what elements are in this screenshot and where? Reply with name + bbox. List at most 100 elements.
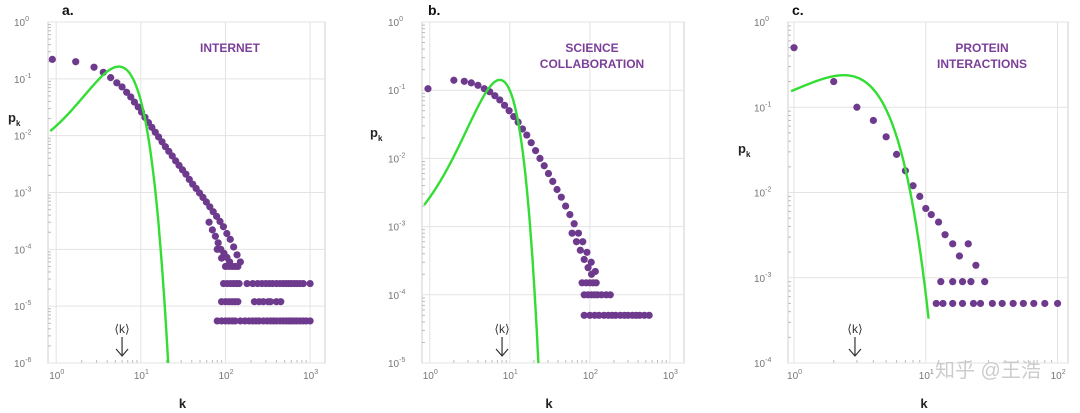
x-tick-label: 100 <box>49 369 64 382</box>
data-point <box>234 298 242 306</box>
data-point <box>579 238 587 246</box>
data-point <box>574 229 583 237</box>
data-point <box>587 270 596 278</box>
y-tick-label: 100 <box>754 16 769 29</box>
data-point <box>882 133 890 141</box>
data-point <box>790 44 798 52</box>
data-point <box>527 139 535 147</box>
network-name-label: COLLABORATION <box>540 57 644 71</box>
data-point <box>972 261 980 269</box>
y-tick-exponent: -2 <box>399 152 405 159</box>
data-point <box>566 210 574 219</box>
x-tick-label: 103 <box>303 369 318 382</box>
data-point <box>48 55 56 63</box>
data-point <box>536 154 544 162</box>
y-axis-label: pk <box>370 125 383 143</box>
x-tick-exponent: 3 <box>674 369 678 376</box>
data-point <box>213 245 221 253</box>
data-point <box>460 77 468 85</box>
x-axis-label: k <box>179 396 187 411</box>
data-point <box>214 239 222 247</box>
y-tick-exponent: 0 <box>399 16 403 23</box>
data-point <box>549 177 557 185</box>
data-point <box>496 96 504 104</box>
data-point <box>205 218 213 226</box>
data-point <box>127 93 135 101</box>
data-point <box>233 251 241 259</box>
data-point <box>424 85 432 93</box>
data-point <box>570 220 578 228</box>
data-point <box>474 81 482 89</box>
y-tick-exponent: -2 <box>25 130 31 137</box>
y-tick-label: 10-2 <box>388 152 405 165</box>
data-point <box>981 278 989 286</box>
mean-k-label: ⟨k⟩ <box>494 322 509 336</box>
x-tick-label: 102 <box>1051 369 1066 382</box>
chart-panel-1: 100 101 102 10310-610-510-410-310-210-1100⟨… <box>8 2 326 411</box>
data-point <box>299 279 307 288</box>
x-tick-exponent: 2 <box>594 369 598 376</box>
data-point <box>645 311 653 319</box>
y-tick-label: 10-5 <box>388 357 405 370</box>
data-point <box>580 311 588 319</box>
data-point <box>217 254 226 262</box>
data-point <box>964 240 972 248</box>
data-point <box>949 299 957 308</box>
data-point <box>467 79 475 87</box>
data-point <box>922 204 930 213</box>
x-tick-label: 100 <box>423 369 438 382</box>
data-point <box>892 150 901 158</box>
data-point <box>1030 299 1038 308</box>
data-point <box>580 255 588 264</box>
x-tick-exponent: 1 <box>930 369 934 376</box>
data-point <box>231 317 239 325</box>
mean-k-arrowhead <box>848 348 862 357</box>
data-point <box>130 98 139 106</box>
y-tick-label: 10-3 <box>754 272 771 285</box>
y-tick-exponent: -1 <box>25 73 31 80</box>
x-tick-exponent: 2 <box>1062 369 1066 376</box>
watermark-text: 知乎 @王浩 <box>935 359 1041 382</box>
y-axis-label: pk <box>738 141 751 159</box>
y-tick-exponent: -5 <box>25 300 31 307</box>
y-axis-label-subscript: k <box>746 150 751 159</box>
data-point <box>505 107 513 115</box>
y-tick-exponent: -1 <box>765 101 771 108</box>
x-tick-label: 102 <box>583 369 598 382</box>
data-point <box>1041 299 1049 308</box>
data-point <box>606 291 614 299</box>
y-tick-label: 10-2 <box>754 187 771 200</box>
panel-letter: c. <box>792 2 804 18</box>
data-point <box>500 101 509 109</box>
x-tick-label: 102 <box>218 369 233 382</box>
x-tick-label: 100 <box>787 369 802 382</box>
x-tick-exponent: 0 <box>60 369 64 376</box>
data-point <box>568 229 576 237</box>
panel-letter: b. <box>428 2 440 18</box>
data-point <box>226 235 234 243</box>
y-tick-exponent: -3 <box>25 187 31 194</box>
y-tick-exponent: -3 <box>765 272 771 279</box>
y-tick-exponent: -1 <box>399 84 405 91</box>
data-point <box>107 74 115 82</box>
x-tick-label: 101 <box>503 369 518 382</box>
y-axis-label: pk <box>8 110 21 128</box>
x-tick-exponent: 3 <box>314 369 318 376</box>
data-point <box>523 131 531 139</box>
data-point <box>113 79 121 87</box>
poisson-fit-curve <box>49 65 170 363</box>
data-point <box>123 88 131 96</box>
mean-k-label: ⟨k⟩ <box>114 322 129 336</box>
data-point <box>90 63 98 71</box>
y-tick-exponent: -2 <box>765 187 771 194</box>
mean-k-arrowhead <box>115 348 129 357</box>
y-tick-label: 10-1 <box>754 101 771 114</box>
x-tick-exponent: 1 <box>514 369 518 376</box>
data-point <box>182 170 190 178</box>
data-point <box>572 238 581 246</box>
data-point <box>988 299 996 308</box>
y-tick-label: 10-4 <box>14 243 31 256</box>
y-tick-exponent: 0 <box>25 16 29 23</box>
data-point <box>1019 299 1027 308</box>
